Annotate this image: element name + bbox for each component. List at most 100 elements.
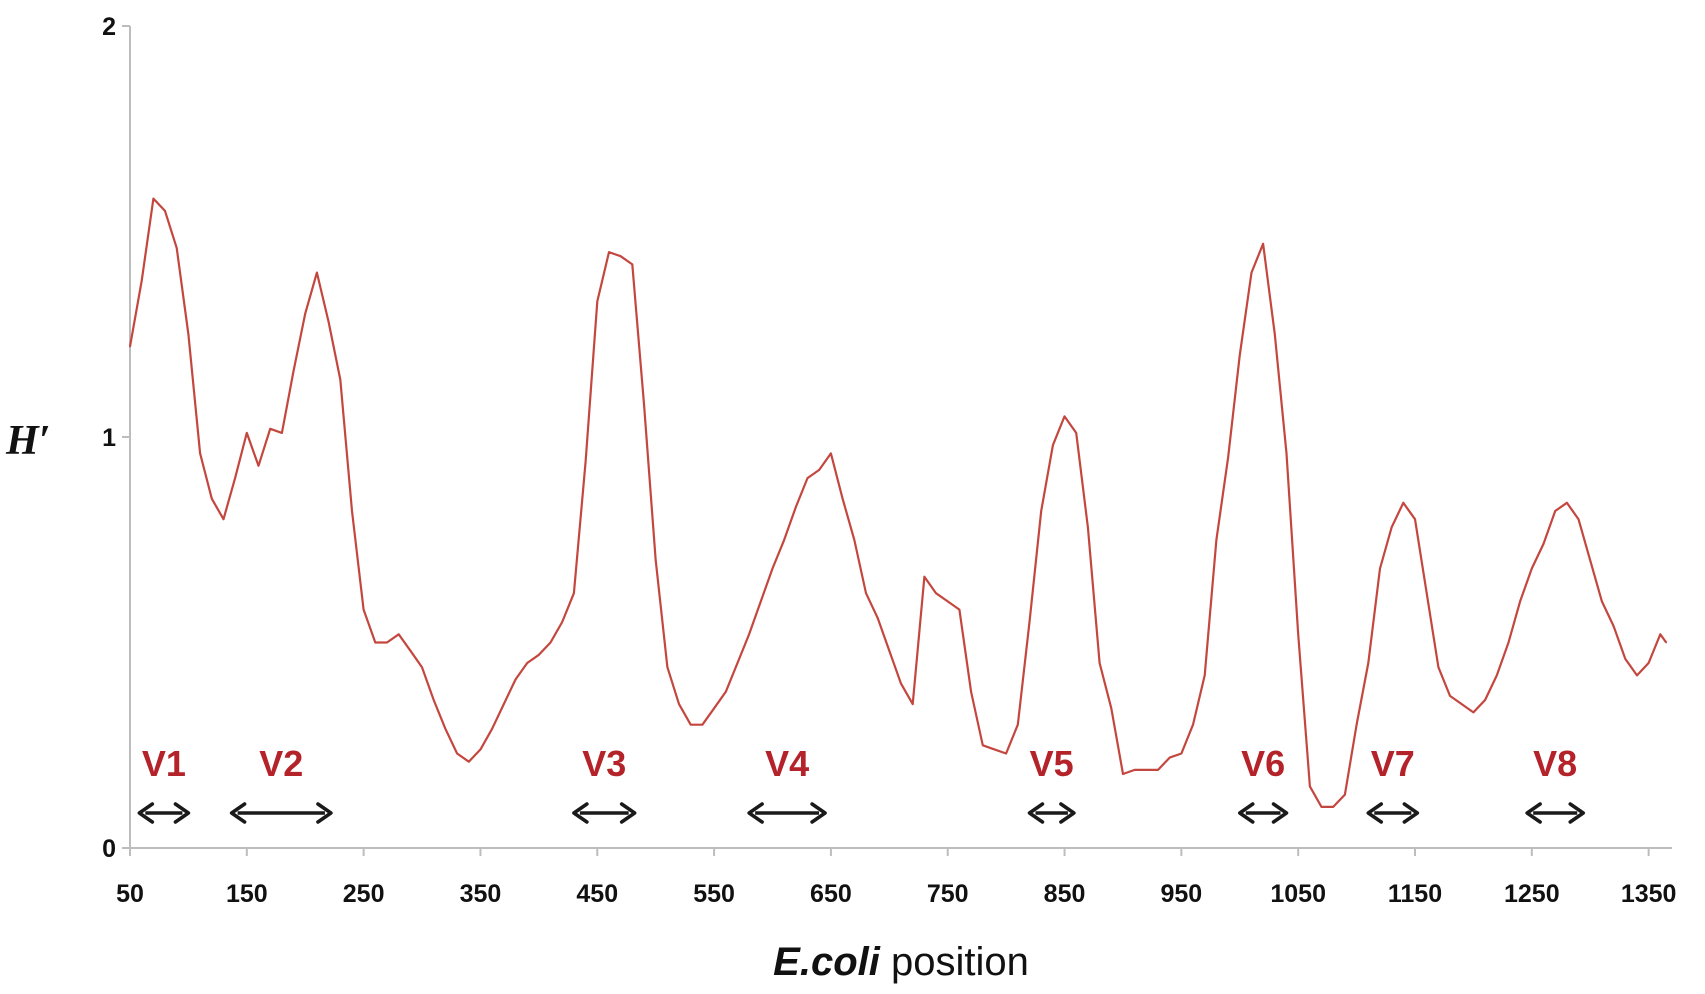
data-point (1624, 658, 1627, 660)
data-point (654, 559, 657, 562)
data-point (1472, 711, 1475, 714)
data-point (689, 723, 692, 726)
data-point (432, 699, 435, 701)
data-point (1542, 543, 1545, 545)
region-arrow-right-head (810, 802, 827, 824)
x-tick-label: 50 (116, 880, 144, 908)
x-tick-label: 1250 (1504, 880, 1560, 908)
data-point (1040, 510, 1042, 512)
data-point (538, 654, 540, 656)
data-point (760, 600, 762, 603)
data-point (1355, 723, 1358, 726)
data-point (549, 641, 552, 644)
data-point (140, 280, 143, 282)
data-point (1274, 333, 1276, 336)
data-point (222, 518, 225, 520)
data-point (678, 703, 680, 705)
x-tick-label: 450 (576, 880, 618, 908)
data-point (491, 728, 493, 730)
data-point (666, 666, 669, 668)
data-point (1239, 354, 1241, 356)
data-point (561, 621, 563, 623)
x-tick-label: 550 (693, 880, 735, 908)
region-arrow-right-head (1271, 802, 1289, 824)
x-axis-label-rest: position (880, 940, 1029, 984)
data-point (876, 617, 879, 619)
data-point (397, 633, 400, 636)
data-point (362, 608, 365, 611)
data-point (748, 633, 750, 636)
region-v3: V3 (572, 743, 637, 824)
data-point (526, 662, 528, 664)
data-point (199, 452, 201, 455)
data-point (1215, 539, 1218, 541)
data-point (643, 403, 645, 405)
region-arrow-left-head (229, 802, 247, 824)
x-tick-label: 850 (1044, 880, 1086, 908)
data-point (1087, 526, 1089, 529)
data-point (818, 469, 820, 471)
data-point (1437, 666, 1440, 668)
data-point (608, 251, 610, 253)
data-point (1075, 432, 1077, 434)
regions-group: V1 V2 V3 V4 V5 V6 V7 V8 (137, 743, 1585, 824)
y-tick-label: 2 (102, 13, 116, 41)
x-tick-label: 150 (226, 880, 268, 908)
data-point (1332, 806, 1334, 808)
data-point (1414, 518, 1416, 520)
data-point (865, 592, 867, 594)
data-point (409, 649, 412, 652)
x-tick-label: 1050 (1270, 880, 1326, 908)
region-v8: V8 (1525, 743, 1585, 824)
region-arrow-left-head (747, 802, 764, 824)
data-point (619, 255, 622, 257)
data-point (573, 592, 575, 594)
data-point (1157, 769, 1159, 771)
data-point (1122, 773, 1124, 775)
data-point (257, 465, 260, 467)
data-point (1367, 662, 1370, 664)
data-point (701, 723, 704, 726)
data-point (187, 333, 190, 336)
region-label: V8 (1533, 743, 1577, 784)
data-point (211, 497, 213, 500)
data-point (1636, 674, 1638, 677)
data-point (830, 452, 832, 455)
data-point (1262, 243, 1264, 245)
data-point (1052, 444, 1054, 447)
data-point (946, 600, 949, 603)
data-point (982, 744, 984, 747)
region-label: V3 (582, 743, 626, 784)
region-arrow-right-head (619, 802, 637, 824)
data-point (923, 575, 926, 578)
data-point (339, 378, 342, 381)
series-group (128, 197, 1668, 808)
data-point (456, 752, 458, 755)
y-tick-label: 1 (102, 424, 116, 452)
data-point (327, 321, 330, 323)
data-point (1168, 756, 1171, 759)
data-point (1566, 502, 1568, 504)
data-point (1017, 723, 1019, 726)
data-point (1005, 752, 1007, 755)
data-point (958, 608, 961, 611)
data-point (1390, 526, 1393, 529)
data-point (1285, 452, 1288, 455)
region-arrow-left-head (1525, 802, 1542, 824)
data-point (514, 678, 517, 681)
x-tick-label: 350 (460, 880, 502, 908)
data-point (1507, 641, 1510, 644)
data-point (993, 748, 996, 751)
data-point (1309, 785, 1311, 788)
data-point (1250, 271, 1253, 274)
region-v2: V2 (229, 743, 333, 824)
region-v4: V4 (747, 743, 827, 824)
data-point (1297, 633, 1299, 636)
data-point (1577, 518, 1580, 520)
data-point (444, 728, 447, 730)
region-label: V5 (1030, 743, 1074, 784)
data-point (1460, 703, 1463, 705)
data-point (1063, 415, 1066, 418)
region-arrow-left-head (1366, 802, 1384, 824)
